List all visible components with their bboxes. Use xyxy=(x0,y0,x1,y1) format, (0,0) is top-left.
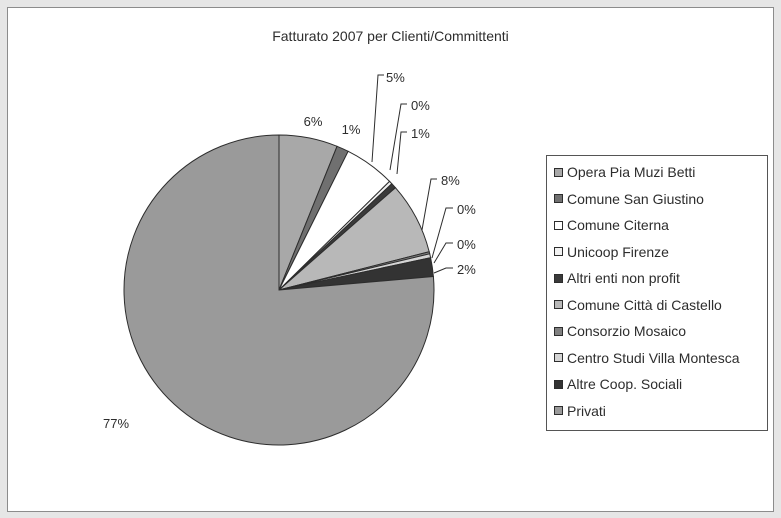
leader-line xyxy=(431,207,453,259)
legend-swatch xyxy=(554,326,563,336)
legend-label: Comune Città di Castello xyxy=(567,296,722,313)
data-label: 0% xyxy=(457,202,476,217)
leader-line xyxy=(421,178,437,231)
legend-label: Comune Citerna xyxy=(567,217,669,234)
legend-label: Opera Pia Muzi Betti xyxy=(567,164,696,181)
legend-item: Privati xyxy=(554,398,767,425)
data-label: 6% xyxy=(304,114,323,129)
chart-frame: Fatturato 2007 per Clienti/Committenti 6… xyxy=(7,7,774,512)
legend-swatch xyxy=(554,406,563,416)
legend-swatch xyxy=(554,273,563,283)
legend-label: Privati xyxy=(567,402,606,419)
leader-line xyxy=(389,103,407,171)
data-label: 1% xyxy=(342,122,361,137)
legend-swatch xyxy=(554,194,563,204)
legend-label: Centro Studi Villa Montesca xyxy=(567,349,740,366)
data-label: 8% xyxy=(441,173,460,188)
legend-item: Centro Studi Villa Montesca xyxy=(554,345,767,372)
legend-swatch xyxy=(554,247,563,257)
legend-item: Altre Coop. Sociali xyxy=(554,371,767,398)
leader-line xyxy=(433,267,453,274)
data-label: 0% xyxy=(411,98,430,113)
data-label: 5% xyxy=(386,70,405,85)
legend-item: Unicoop Firenze xyxy=(554,239,767,266)
legend-item: Altri enti non profit xyxy=(554,265,767,292)
legend-swatch xyxy=(554,300,563,310)
legend-swatch xyxy=(554,379,563,389)
legend-item: Opera Pia Muzi Betti xyxy=(554,159,767,186)
legend-label: Comune San Giustino xyxy=(567,190,704,207)
legend-swatch xyxy=(554,353,563,363)
pie-chart: 6% 1% 5% 0% 1% 8% 0% 0% 2% 77% xyxy=(103,70,476,446)
legend-label: Unicoop Firenze xyxy=(567,243,669,260)
chart-title: Fatturato 2007 per Clienti/Committenti xyxy=(272,28,509,44)
leader-line xyxy=(371,74,384,163)
legend-item: Consorzio Mosaico xyxy=(554,318,767,345)
legend-label: Altre Coop. Sociali xyxy=(567,376,683,393)
leader-line xyxy=(433,242,453,264)
data-label: 77% xyxy=(103,416,129,431)
legend-item: Comune Città di Castello xyxy=(554,292,767,319)
leader-line xyxy=(396,131,407,175)
data-label: 1% xyxy=(411,126,430,141)
legend-label: Consorzio Mosaico xyxy=(567,323,687,340)
legend-label: Altri enti non profit xyxy=(567,270,680,287)
data-label: 2% xyxy=(457,262,476,277)
legend-swatch xyxy=(554,167,563,177)
data-label: 0% xyxy=(457,237,476,252)
legend-swatch xyxy=(554,220,563,230)
pie-slice xyxy=(123,134,435,446)
legend-item: Comune San Giustino xyxy=(554,186,767,213)
legend-item: Comune Citerna xyxy=(554,212,767,239)
legend: Opera Pia Muzi Betti Comune San Giustino C… xyxy=(546,155,768,431)
